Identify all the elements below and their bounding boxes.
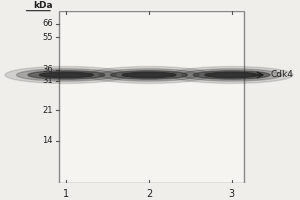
Text: 31: 31 [42,76,53,85]
Ellipse shape [40,72,93,78]
Text: 1: 1 [63,189,69,199]
Text: 3: 3 [229,189,235,199]
Ellipse shape [182,69,282,81]
Ellipse shape [193,71,270,79]
Ellipse shape [205,72,259,78]
Text: Cdk4: Cdk4 [270,70,293,79]
Ellipse shape [111,71,188,79]
Text: 14: 14 [43,136,53,145]
Ellipse shape [170,66,293,83]
Text: 66: 66 [42,19,53,28]
Ellipse shape [99,69,199,81]
Ellipse shape [122,72,176,78]
Text: 21: 21 [43,106,53,115]
Ellipse shape [28,71,105,79]
Text: 36: 36 [42,65,53,74]
Ellipse shape [16,69,116,81]
Ellipse shape [5,66,128,83]
Bar [59,11,244,183]
Text: 55: 55 [43,33,53,42]
Text: kDa: kDa [33,1,53,10]
Text: 2: 2 [146,189,152,199]
Ellipse shape [88,66,210,83]
